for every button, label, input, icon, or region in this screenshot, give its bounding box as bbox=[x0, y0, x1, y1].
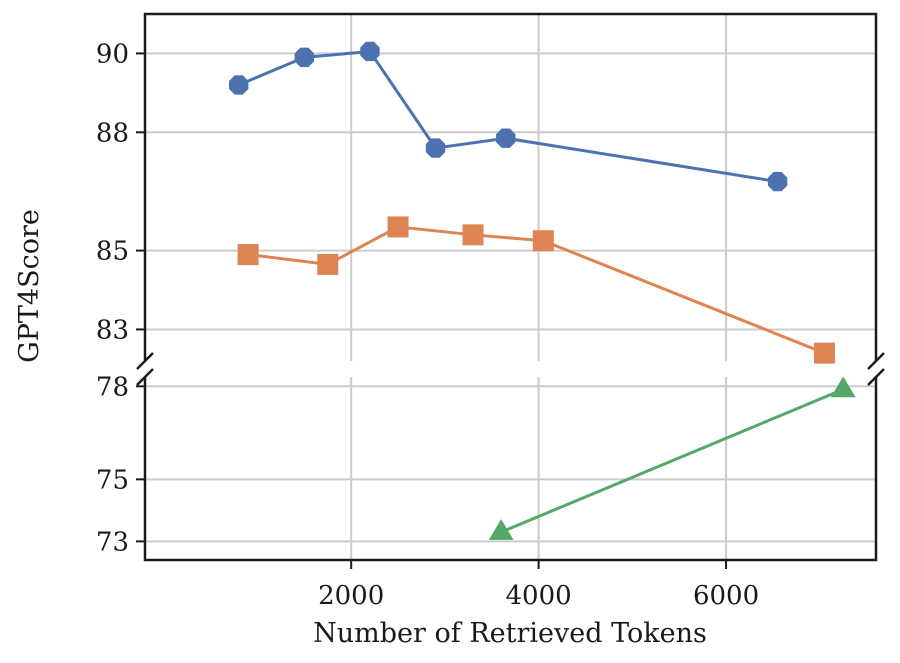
series-2-point bbox=[237, 244, 259, 266]
series-2-point bbox=[317, 253, 339, 275]
upper-panel-frame bbox=[143, 12, 878, 361]
y-tick-label: 85 bbox=[96, 237, 129, 267]
y-tick-label: 83 bbox=[96, 315, 129, 345]
series-1-point bbox=[229, 75, 249, 95]
y-tick-label: 75 bbox=[96, 465, 129, 495]
axis-break-mark bbox=[136, 352, 154, 370]
x-tick-label: 6000 bbox=[693, 581, 759, 611]
axis-break-mark bbox=[867, 368, 885, 386]
axes-frame bbox=[136, 12, 885, 562]
series-3-point bbox=[488, 519, 514, 540]
y-tick-label: 73 bbox=[96, 527, 129, 557]
series-1-point bbox=[425, 138, 446, 158]
series-2-point bbox=[462, 224, 484, 246]
x-tick-label: 4000 bbox=[506, 581, 572, 611]
series-1-point bbox=[360, 41, 380, 62]
axis-break-mark bbox=[136, 368, 154, 386]
series-layer bbox=[229, 41, 856, 540]
series-2-line bbox=[247, 225, 826, 355]
series-1-point bbox=[496, 128, 516, 148]
y-tick-label: 88 bbox=[96, 118, 129, 148]
x-tick-label: 2000 bbox=[318, 581, 384, 611]
series-2-point bbox=[813, 342, 835, 364]
series-1-point bbox=[767, 171, 788, 192]
lower-panel-frame bbox=[143, 377, 878, 562]
y-tick-label: 78 bbox=[96, 372, 129, 402]
y-axis-label: GPT4Score bbox=[14, 209, 45, 363]
series-2-point bbox=[532, 230, 554, 252]
x-axis-label: Number of Retrieved Tokens bbox=[313, 618, 707, 649]
series-1-line bbox=[238, 49, 778, 184]
series-2-point bbox=[387, 216, 409, 238]
axis-break-mark bbox=[867, 352, 885, 370]
tick-layer: 2000 4000 6000 90 88 85 83 78 75 73 bbox=[96, 39, 759, 611]
series-3-line bbox=[500, 388, 844, 534]
series-3-point bbox=[830, 376, 856, 398]
y-tick-label: 90 bbox=[96, 39, 129, 69]
grid-layer bbox=[145, 14, 876, 560]
series-1-point bbox=[294, 47, 315, 68]
